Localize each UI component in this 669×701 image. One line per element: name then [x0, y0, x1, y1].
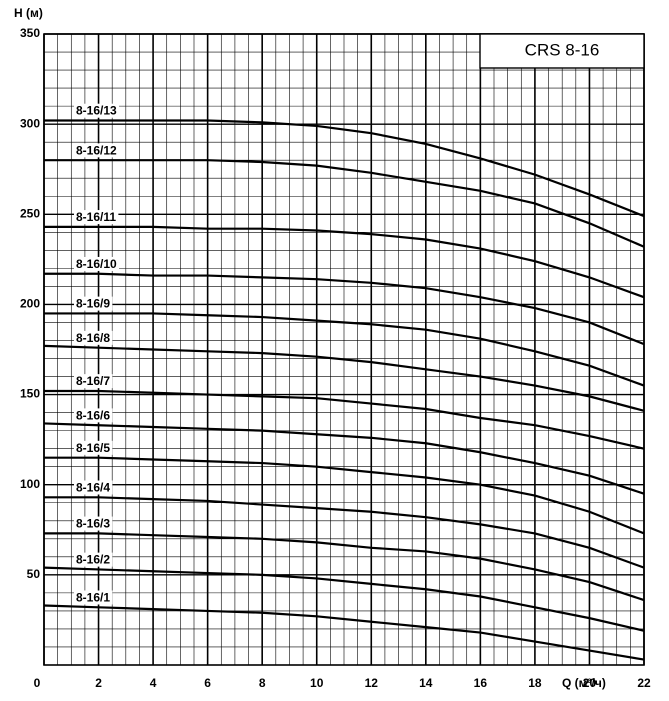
curve-label: 8-16/6: [76, 408, 110, 422]
curve-label: 8-16/7: [76, 374, 110, 388]
pump-curve: [44, 225, 645, 299]
curve-label: 8-16/3: [76, 517, 110, 531]
x-tick-label: 10: [310, 676, 324, 690]
x-tick-label: 18: [528, 676, 542, 690]
y-tick-label: 200: [20, 297, 40, 311]
x-tick-label: 22: [637, 676, 651, 690]
y-axis-label: H (м): [14, 6, 43, 20]
curve-label-bg: [74, 374, 113, 389]
pump-curve: [44, 119, 645, 218]
curve-label-bg: [74, 516, 113, 531]
pump-curve: [44, 272, 645, 346]
pump-curve: [44, 456, 645, 535]
x-tick-label: 8: [259, 676, 266, 690]
curve-label-bg: [74, 296, 113, 311]
pump-curve: [44, 159, 645, 248]
pump-curve: [44, 532, 645, 602]
y-tick-label: 350: [20, 26, 40, 40]
curve-label-bg: [74, 256, 120, 271]
y-tick-label: 300: [20, 116, 40, 130]
pump-curve: [44, 389, 645, 450]
curve-label: 8-16/8: [76, 331, 110, 345]
x-tick-label: 14: [419, 676, 433, 690]
pump-curve: [43, 422, 645, 495]
curve-label: 8-16/13: [76, 104, 117, 118]
pump-curve: [43, 344, 645, 412]
pump-curve: [44, 496, 645, 569]
curve-label-bg: [74, 210, 119, 225]
curve-label: 8-16/4: [76, 481, 110, 495]
x-tick-label: 0: [34, 676, 41, 690]
pump-curve: [43, 566, 645, 632]
x-tick-label: 4: [150, 676, 157, 690]
title-box: [479, 33, 645, 69]
y-tick-label: 250: [20, 206, 40, 220]
x-axis-label: Q (м³/ч): [562, 676, 606, 690]
curve-label: 8-16/5: [76, 441, 110, 455]
curve-label-bg: [74, 552, 113, 567]
x-tick-label: 6: [204, 676, 211, 690]
y-tick-label: 150: [20, 387, 40, 401]
curve-label-bg: [74, 408, 113, 423]
curve-label: 8-16/9: [76, 297, 110, 311]
curve-label-bg: [74, 440, 113, 455]
curve-label-bg: [74, 143, 120, 158]
curve-label-bg: [74, 590, 113, 605]
chart-title: CRS 8-16: [525, 40, 600, 59]
x-tick-label: 16: [474, 676, 488, 690]
curve-label: 8-16/12: [76, 143, 117, 157]
pump-curve: [44, 312, 645, 387]
pump-curve: [43, 604, 645, 661]
plot-frame: [43, 33, 645, 666]
curve-label: 8-16/11: [76, 210, 116, 224]
y-tick-label: 50: [27, 567, 41, 581]
curve-label-bg: [74, 480, 113, 495]
curve-label: 8-16/10: [76, 257, 117, 271]
x-tick-label: 20: [583, 676, 597, 690]
curve-label: 8-16/1: [76, 590, 110, 604]
x-tick-label: 12: [365, 676, 379, 690]
y-tick-label: 100: [20, 477, 40, 491]
curve-label-bg: [74, 330, 113, 345]
curve-label-bg: [74, 103, 120, 118]
curve-label: 8-16/2: [76, 553, 110, 567]
x-tick-label: 2: [95, 676, 102, 690]
